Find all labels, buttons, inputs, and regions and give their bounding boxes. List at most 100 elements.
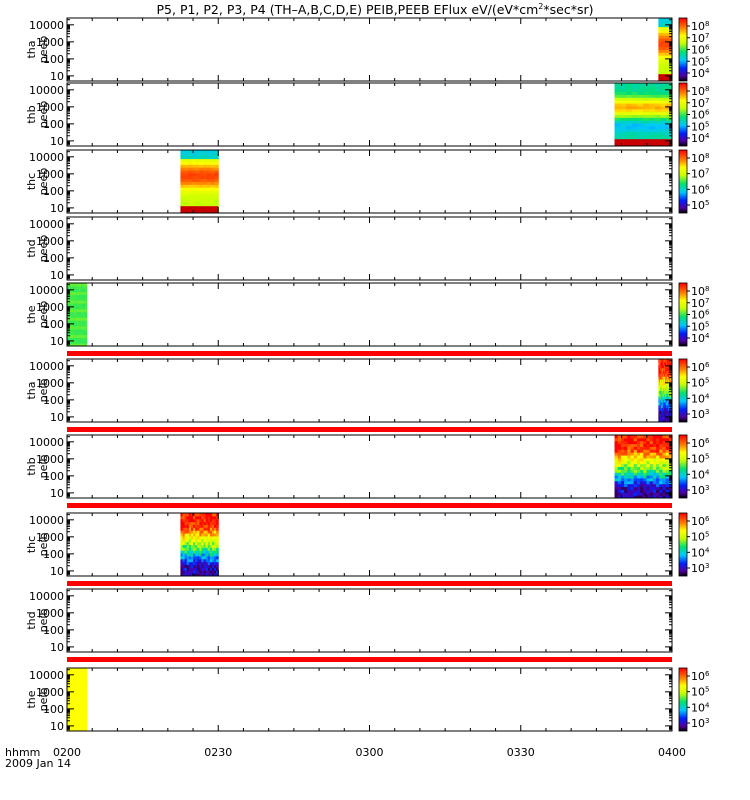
- energy-tick-label: 1000: [36, 453, 64, 466]
- spectrogram-cell: [643, 489, 647, 493]
- spectrogram-cell: [665, 26, 668, 30]
- spectrogram-cell: [209, 538, 213, 543]
- spectrogram-cell: [203, 541, 207, 545]
- spectrogram-cell: [666, 384, 668, 389]
- spectrogram-cell: [216, 553, 219, 557]
- spectrogram-cell: [184, 190, 189, 194]
- spectrogram-cell: [614, 443, 619, 447]
- spectrogram-cell: [76, 708, 80, 712]
- spectrogram-cell: [670, 379, 672, 383]
- spectrogram-cell: [626, 111, 633, 115]
- spectrogram-cell: [624, 495, 628, 499]
- spectrogram-cell: [82, 713, 86, 718]
- spectrogram-cell: [74, 725, 78, 729]
- spectrogram-cell: [667, 359, 669, 363]
- panel-frame: [66, 82, 673, 147]
- spectrogram-cell: [626, 88, 633, 93]
- spectrogram-cell: [206, 201, 212, 205]
- spectrogram-cell: [614, 131, 621, 136]
- spectrogram-cell: [666, 23, 669, 28]
- spectrogram-cell: [668, 387, 670, 391]
- spectrogram-cell: [74, 314, 78, 318]
- spectrogram-cell: [78, 682, 82, 686]
- spectrogram-cell: [646, 469, 651, 473]
- spectrogram-cell: [668, 410, 670, 414]
- spectrogram-cell: [636, 435, 641, 439]
- spectrogram-cell: [649, 463, 654, 467]
- spectrogram-cell: [210, 178, 215, 182]
- spectrogram-cell: [84, 343, 88, 347]
- spectrogram-cell: [180, 172, 185, 177]
- spectrogram-cell: [78, 334, 82, 338]
- energy-tick-label: 1000: [36, 377, 64, 390]
- spectrogram-cell: [68, 305, 72, 310]
- spectrogram-cell: [665, 359, 667, 363]
- spectrogram-cell: [190, 567, 194, 571]
- spectrogram-cell: [665, 393, 667, 397]
- spectrogram-cell: [82, 308, 86, 313]
- spectrogram-cell: [82, 285, 86, 290]
- spectrogram-cell: [72, 679, 76, 683]
- spectrogram-cell: [631, 100, 639, 104]
- spectrogram-cell: [620, 105, 627, 110]
- spectrogram-cell: [662, 495, 667, 499]
- spectrogram-cell: [666, 404, 668, 409]
- spectrogram-cell: [659, 401, 662, 406]
- colorbar-tick-label: 105: [691, 320, 709, 333]
- spectrogram-cell: [72, 699, 76, 703]
- spectrogram-cell: [188, 190, 193, 194]
- spectrogram-cell: [210, 164, 215, 168]
- spectrogram-cell: [80, 308, 84, 313]
- spectrogram-cell: [184, 164, 189, 168]
- spectrogram-cell: [663, 46, 666, 50]
- spectrogram-cell: [656, 437, 660, 442]
- spectrogram-cell: [186, 573, 190, 577]
- spectrogram-cell: [197, 530, 200, 534]
- spectrogram-cell: [665, 52, 668, 56]
- spectrogram-cell: [195, 524, 198, 528]
- spectrogram-cell: [72, 328, 76, 333]
- spectrogram-cell: [209, 558, 213, 563]
- spectrogram-cell: [199, 175, 204, 180]
- spectrogram-cell: [662, 407, 665, 412]
- spectrogram-cell: [661, 29, 663, 33]
- spectrogram-cell: [659, 367, 661, 371]
- spectrogram-cell: [180, 175, 185, 180]
- panel-frame: [66, 588, 673, 653]
- spectrogram-cell: [664, 404, 666, 409]
- spectrogram-cell: [76, 328, 80, 333]
- spectrogram-cell: [184, 187, 189, 191]
- spectrogram-cell: [662, 410, 664, 414]
- spectrogram-cell: [643, 437, 647, 442]
- spectrogram-cell: [70, 716, 74, 721]
- spectrogram-cell: [659, 52, 662, 56]
- spectrogram-cell: [668, 416, 670, 420]
- spectrogram-cell: [76, 690, 80, 695]
- spectrogram-cell: [216, 541, 219, 545]
- spectrogram-cell: [663, 49, 666, 53]
- spectrogram-cell: [666, 120, 673, 124]
- spectrogram-cell: [180, 561, 184, 566]
- spectrogram-cell: [662, 63, 665, 68]
- spectrogram-cell: [199, 573, 202, 577]
- spectrogram-cell: [68, 713, 72, 718]
- spectrogram-cell: [668, 399, 670, 403]
- spectrogram-cell: [80, 291, 84, 295]
- spectrogram-cell: [614, 88, 621, 93]
- spectrogram-cell: [667, 32, 670, 36]
- spectrogram-cell: [70, 303, 74, 307]
- spectrogram-cell: [662, 466, 667, 470]
- spectrogram-cell: [207, 547, 211, 551]
- spectrogram-cell: [633, 443, 638, 447]
- spectrogram-cell: [665, 379, 667, 383]
- spectrogram-cell: [182, 550, 186, 554]
- spectrogram-cell: [631, 108, 639, 113]
- spectrogram-cell: [659, 18, 662, 22]
- spectrogram-cell: [201, 547, 205, 551]
- spectrogram-cell: [182, 555, 186, 560]
- spectrogram-cell: [180, 195, 185, 200]
- spectrogram-cell: [617, 466, 622, 470]
- spectrogram-cell: [186, 558, 190, 563]
